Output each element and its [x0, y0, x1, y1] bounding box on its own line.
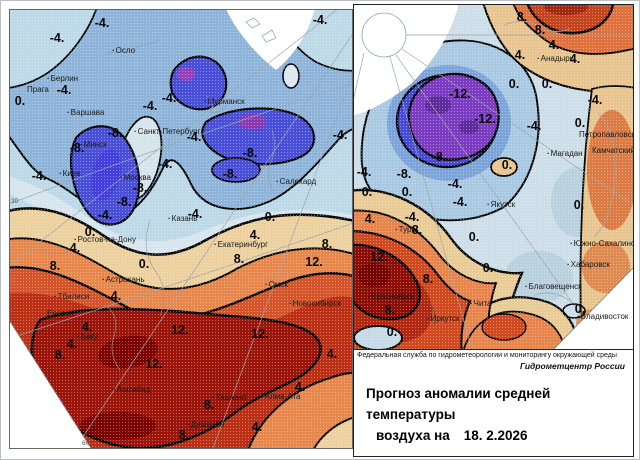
caption-block: Федеральная служба по гидрометеорологии … [354, 350, 633, 456]
forecast-title: Прогноз аномалии средней температуры воз… [354, 383, 633, 446]
right-map-panel: АнадырьПетропавловскКамчатскийМагаданЯку… [354, 5, 633, 350]
right-column: АнадырьПетропавловскКамчатскийМагаданЯку… [353, 4, 634, 457]
right-anomaly-map [354, 5, 633, 349]
hydromet-center-line: Гидрометцентр России [519, 361, 625, 371]
forecast-date: 18. 2.2026 [463, 428, 528, 443]
forecast-title-line1: Прогноз аномалии средней температуры [366, 386, 551, 422]
left-map-panel: ОслоБерлинПрагаВаршаваМинскСанкт-Петербу… [9, 9, 353, 449]
agency-line: Федеральная служба по гидрометеорологии … [357, 352, 617, 359]
forecast-title-line2-prefix: воздуха на [376, 428, 450, 443]
left-anomaly-map [10, 10, 352, 448]
forecast-title-line2: воздуха на 18. 2.2026 [366, 425, 633, 446]
